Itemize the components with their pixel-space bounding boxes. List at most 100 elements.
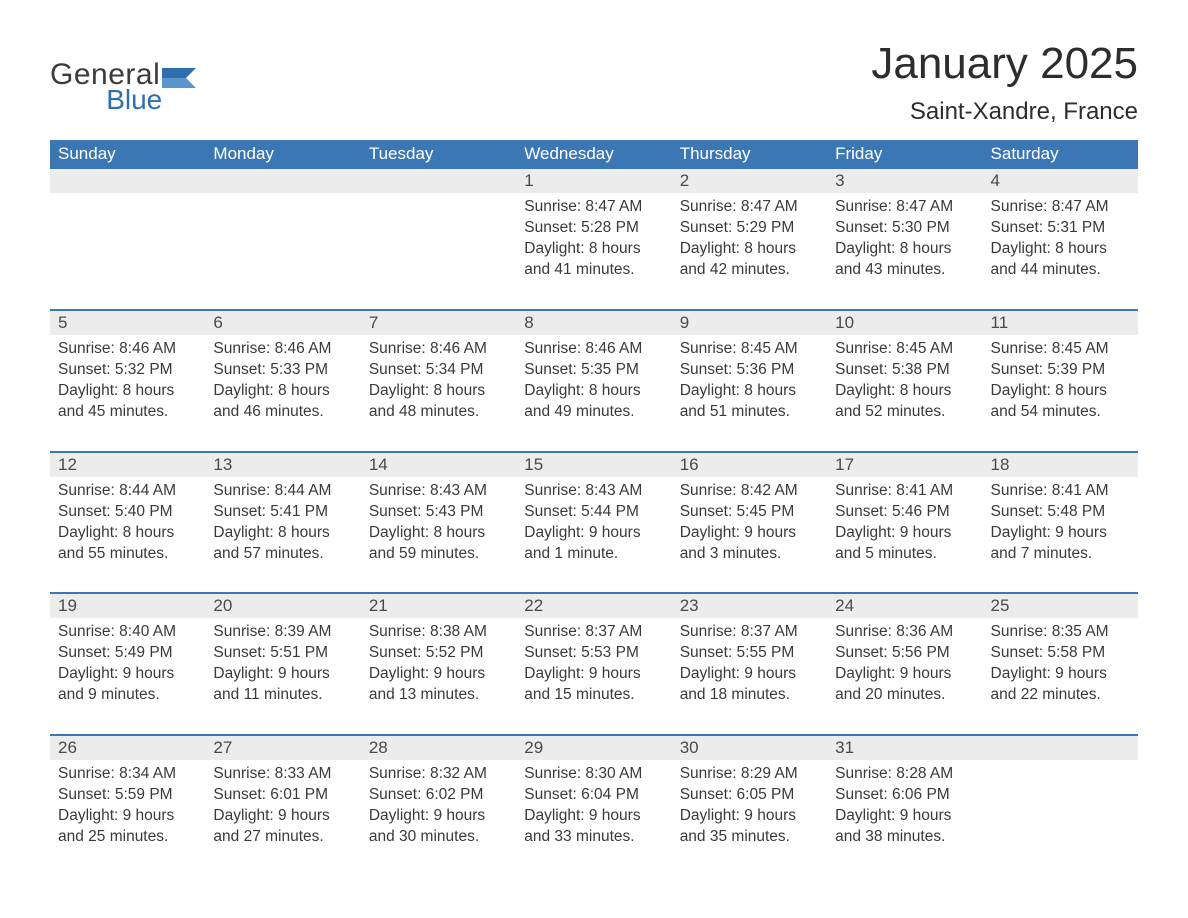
- sunset-line: Sunset: 6:01 PM: [213, 785, 352, 806]
- day-number: 25: [983, 594, 1138, 618]
- day-detail: Sunrise: 8:33 AMSunset: 6:01 PMDaylight:…: [205, 760, 360, 876]
- day-number: 13: [205, 453, 360, 477]
- empty-cell: [50, 169, 205, 193]
- weekday-header: Friday: [827, 140, 982, 169]
- daylight-line2: and 15 minutes.: [524, 685, 663, 706]
- day-detail: Sunrise: 8:45 AMSunset: 5:36 PMDaylight:…: [672, 335, 827, 452]
- daylight-line2: and 35 minutes.: [680, 827, 819, 848]
- day-detail: Sunrise: 8:35 AMSunset: 5:58 PMDaylight:…: [983, 618, 1138, 735]
- day-number: 15: [516, 453, 671, 477]
- empty-cell: [983, 736, 1138, 760]
- daylight-line2: and 27 minutes.: [213, 827, 352, 848]
- sunrise-line: Sunrise: 8:29 AM: [680, 764, 819, 785]
- sunrise-line: Sunrise: 8:45 AM: [835, 339, 974, 360]
- day-number: 9: [672, 311, 827, 335]
- sunrise-line: Sunrise: 8:44 AM: [58, 481, 197, 502]
- sunrise-line: Sunrise: 8:47 AM: [680, 197, 819, 218]
- sunrise-line: Sunrise: 8:38 AM: [369, 622, 508, 643]
- daylight-line2: and 3 minutes.: [680, 544, 819, 565]
- daylight-line1: Daylight: 9 hours: [835, 523, 974, 544]
- day-number: 5: [50, 311, 205, 335]
- daylight-line2: and 51 minutes.: [680, 402, 819, 423]
- sunrise-line: Sunrise: 8:45 AM: [991, 339, 1130, 360]
- day-detail: Sunrise: 8:44 AMSunset: 5:41 PMDaylight:…: [205, 477, 360, 594]
- daylight-line1: Daylight: 9 hours: [524, 806, 663, 827]
- day-number: 2: [672, 169, 827, 193]
- day-detail: Sunrise: 8:44 AMSunset: 5:40 PMDaylight:…: [50, 477, 205, 594]
- day-detail: Sunrise: 8:32 AMSunset: 6:02 PMDaylight:…: [361, 760, 516, 876]
- sunrise-line: Sunrise: 8:43 AM: [369, 481, 508, 502]
- day-detail-row: Sunrise: 8:47 AMSunset: 5:28 PMDaylight:…: [50, 193, 1138, 310]
- daylight-line2: and 48 minutes.: [369, 402, 508, 423]
- day-number: 24: [827, 594, 982, 618]
- day-number: 28: [361, 736, 516, 760]
- empty-cell: [205, 193, 360, 310]
- day-number: 12: [50, 453, 205, 477]
- day-number-row: 12131415161718: [50, 453, 1138, 477]
- day-detail-row: Sunrise: 8:34 AMSunset: 5:59 PMDaylight:…: [50, 760, 1138, 876]
- day-detail-row: Sunrise: 8:46 AMSunset: 5:32 PMDaylight:…: [50, 335, 1138, 452]
- daylight-line1: Daylight: 8 hours: [58, 381, 197, 402]
- sunset-line: Sunset: 5:43 PM: [369, 502, 508, 523]
- sunrise-line: Sunrise: 8:33 AM: [213, 764, 352, 785]
- sunrise-line: Sunrise: 8:46 AM: [58, 339, 197, 360]
- daylight-line2: and 46 minutes.: [213, 402, 352, 423]
- empty-cell: [205, 169, 360, 193]
- weekday-header: Sunday: [50, 140, 205, 169]
- day-number: 1: [516, 169, 671, 193]
- day-detail: Sunrise: 8:46 AMSunset: 5:35 PMDaylight:…: [516, 335, 671, 452]
- daylight-line1: Daylight: 8 hours: [835, 381, 974, 402]
- daylight-line1: Daylight: 9 hours: [680, 664, 819, 685]
- daylight-line1: Daylight: 9 hours: [524, 664, 663, 685]
- weekday-header: Wednesday: [516, 140, 671, 169]
- day-number: 30: [672, 736, 827, 760]
- sunset-line: Sunset: 5:32 PM: [58, 360, 197, 381]
- day-number: 3: [827, 169, 982, 193]
- daylight-line2: and 44 minutes.: [991, 260, 1130, 281]
- daylight-line1: Daylight: 9 hours: [835, 664, 974, 685]
- sunset-line: Sunset: 6:04 PM: [524, 785, 663, 806]
- sunrise-line: Sunrise: 8:45 AM: [680, 339, 819, 360]
- sunrise-line: Sunrise: 8:46 AM: [369, 339, 508, 360]
- daylight-line2: and 20 minutes.: [835, 685, 974, 706]
- day-number-row: 19202122232425: [50, 594, 1138, 618]
- daylight-line2: and 1 minute.: [524, 544, 663, 565]
- daylight-line1: Daylight: 9 hours: [680, 806, 819, 827]
- sunrise-line: Sunrise: 8:41 AM: [991, 481, 1130, 502]
- sunrise-line: Sunrise: 8:32 AM: [369, 764, 508, 785]
- daylight-line1: Daylight: 8 hours: [369, 523, 508, 544]
- sunrise-line: Sunrise: 8:43 AM: [524, 481, 663, 502]
- daylight-line1: Daylight: 9 hours: [369, 806, 508, 827]
- daylight-line2: and 45 minutes.: [58, 402, 197, 423]
- sunset-line: Sunset: 5:34 PM: [369, 360, 508, 381]
- day-number: 26: [50, 736, 205, 760]
- sunrise-line: Sunrise: 8:47 AM: [524, 197, 663, 218]
- sunset-line: Sunset: 5:55 PM: [680, 643, 819, 664]
- daylight-line1: Daylight: 8 hours: [524, 239, 663, 260]
- sunset-line: Sunset: 5:31 PM: [991, 218, 1130, 239]
- weekday-header: Thursday: [672, 140, 827, 169]
- day-number: 23: [672, 594, 827, 618]
- sunset-line: Sunset: 5:58 PM: [991, 643, 1130, 664]
- daylight-line1: Daylight: 8 hours: [58, 523, 197, 544]
- sunrise-line: Sunrise: 8:41 AM: [835, 481, 974, 502]
- sunset-line: Sunset: 5:28 PM: [524, 218, 663, 239]
- sunset-line: Sunset: 5:51 PM: [213, 643, 352, 664]
- day-detail: Sunrise: 8:43 AMSunset: 5:43 PMDaylight:…: [361, 477, 516, 594]
- daylight-line2: and 22 minutes.: [991, 685, 1130, 706]
- day-detail: Sunrise: 8:46 AMSunset: 5:33 PMDaylight:…: [205, 335, 360, 452]
- weekday-header: Monday: [205, 140, 360, 169]
- daylight-line1: Daylight: 9 hours: [524, 523, 663, 544]
- daylight-line1: Daylight: 8 hours: [991, 239, 1130, 260]
- day-number: 17: [827, 453, 982, 477]
- day-detail: Sunrise: 8:37 AMSunset: 5:53 PMDaylight:…: [516, 618, 671, 735]
- sunset-line: Sunset: 6:05 PM: [680, 785, 819, 806]
- daylight-line2: and 11 minutes.: [213, 685, 352, 706]
- daylight-line2: and 7 minutes.: [991, 544, 1130, 565]
- day-number: 11: [983, 311, 1138, 335]
- brand-logo: General Blue: [50, 60, 202, 114]
- calendar-body: 1234Sunrise: 8:47 AMSunset: 5:28 PMDayli…: [50, 169, 1138, 875]
- day-detail: Sunrise: 8:28 AMSunset: 6:06 PMDaylight:…: [827, 760, 982, 876]
- weekday-header-row: Sunday Monday Tuesday Wednesday Thursday…: [50, 140, 1138, 169]
- daylight-line1: Daylight: 8 hours: [991, 381, 1130, 402]
